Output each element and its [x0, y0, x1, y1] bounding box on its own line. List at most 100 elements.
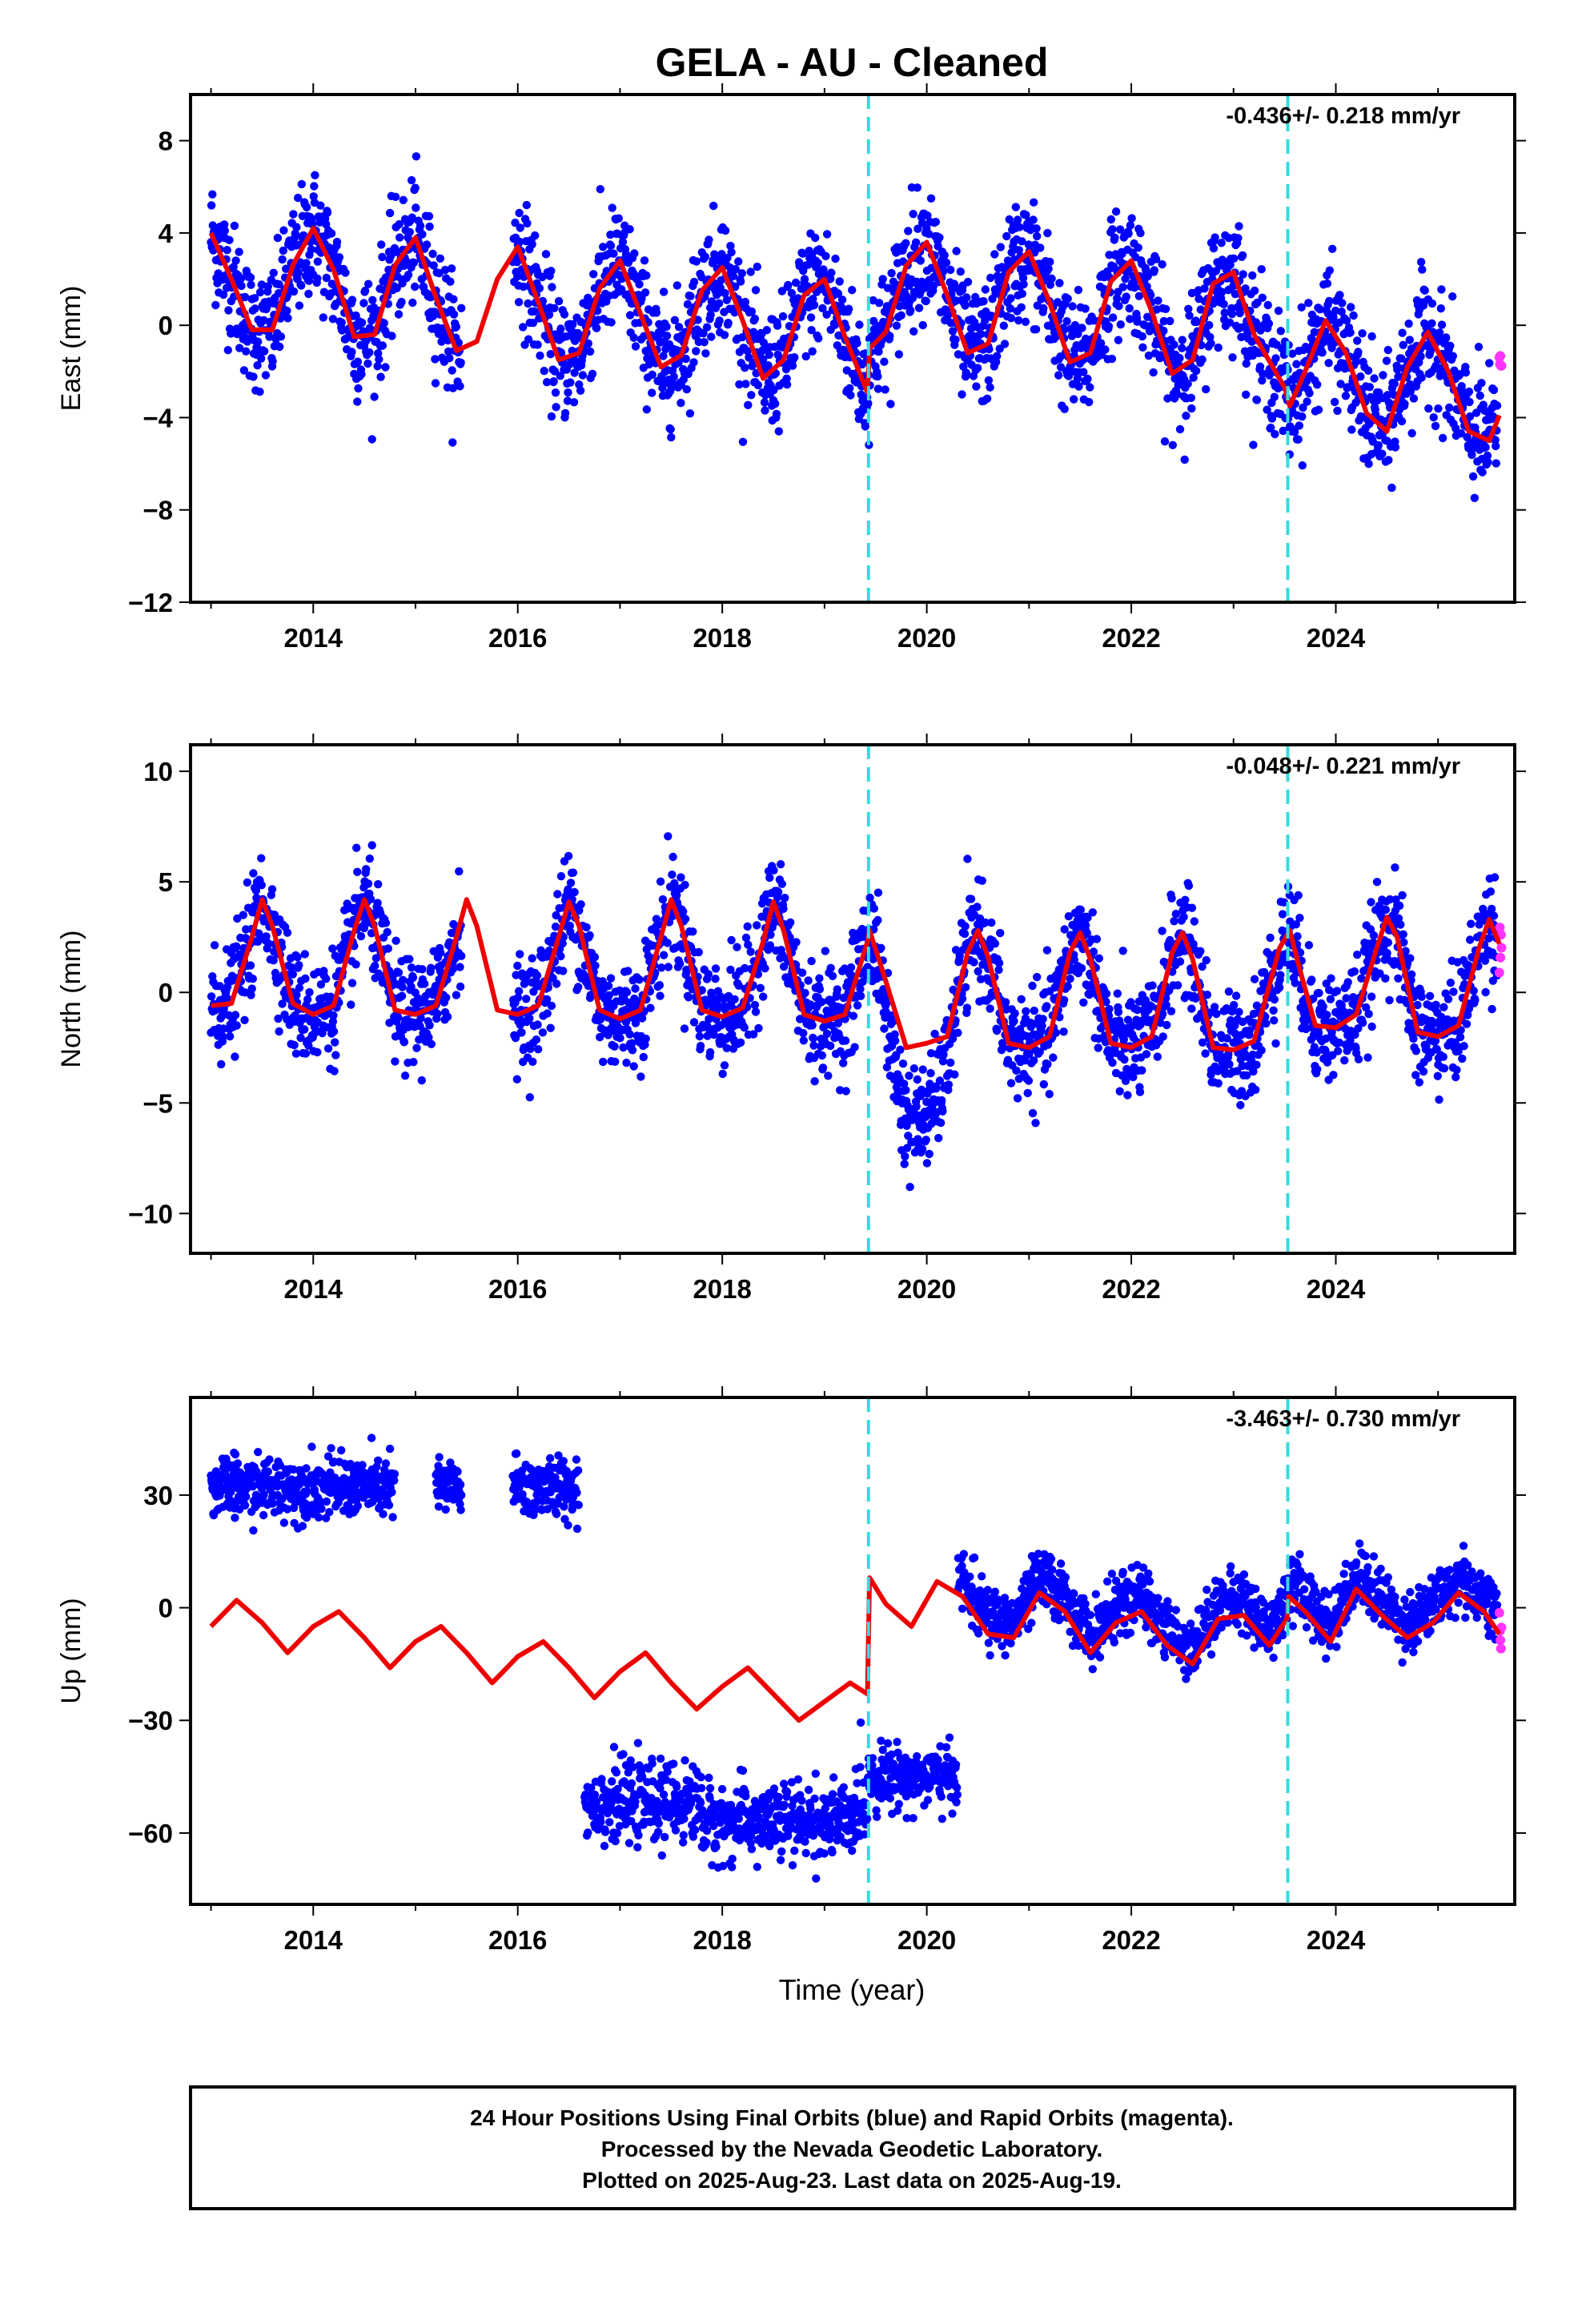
east-final-point: [925, 230, 934, 239]
east-final-point: [373, 362, 382, 371]
north-final-point: [711, 975, 720, 983]
north-final-point: [522, 995, 531, 1003]
east-final-point: [1192, 317, 1201, 327]
north-final-point: [817, 998, 826, 1007]
east-final-point: [1214, 343, 1223, 352]
north-final-point: [292, 991, 301, 999]
north-final-point: [330, 1067, 339, 1076]
north-final-point: [1022, 1007, 1030, 1016]
east-final-point: [1390, 380, 1399, 388]
east-final-point: [809, 300, 819, 309]
east-final-point: [407, 175, 416, 185]
north-final-point: [366, 895, 375, 904]
north-final-point: [322, 975, 331, 983]
east-final-point: [367, 435, 376, 444]
north-final-point: [1010, 1009, 1019, 1018]
east-final-point: [608, 203, 616, 212]
east-final-point: [408, 213, 416, 222]
east-final-point: [1351, 357, 1361, 366]
east-final-point: [1333, 406, 1342, 416]
east-final-point: [528, 319, 538, 328]
north-final-point: [963, 854, 972, 863]
east-final-point: [261, 371, 271, 380]
north-final-point: [552, 911, 560, 920]
east-final-point: [673, 281, 681, 290]
north-final-point: [296, 1033, 305, 1043]
east-final-point: [784, 280, 793, 290]
east-final-point: [1349, 311, 1358, 320]
north-final-point: [556, 951, 565, 961]
north-final-point: [1114, 1007, 1123, 1017]
north-final-point: [249, 869, 258, 878]
east-final-point: [1294, 435, 1303, 444]
east-final-point: [589, 270, 598, 279]
north-final-point: [1118, 947, 1127, 955]
north-final-point: [1017, 995, 1026, 1004]
north-final-point: [824, 1072, 833, 1080]
north-final-point: [371, 961, 379, 971]
east-final-point: [378, 341, 387, 350]
east-final-point: [1384, 456, 1393, 464]
east-final-point: [547, 412, 556, 421]
east-final-point: [1363, 366, 1373, 375]
east-final-point: [1182, 412, 1191, 420]
east-final-point: [1159, 316, 1169, 326]
north-final-point: [290, 1040, 299, 1050]
east-final-point: [251, 304, 259, 313]
north-final-point: [552, 979, 561, 988]
north-final-point: [636, 1072, 645, 1081]
east-final-point: [550, 304, 559, 312]
north-final-point: [1051, 1028, 1061, 1037]
north-final-point: [655, 981, 665, 990]
east-final-point: [1427, 319, 1436, 328]
north-final-point: [246, 961, 255, 970]
east-final-point: [440, 265, 450, 275]
east-final-point: [830, 320, 840, 329]
east-final-point: [1118, 283, 1127, 292]
north-final-point: [514, 987, 524, 995]
east-final-point: [368, 296, 377, 304]
east-final-point: [873, 372, 882, 381]
north-final-point: [960, 929, 970, 939]
east-final-point: [606, 241, 616, 250]
east-final-point: [1226, 260, 1235, 269]
east-final-point: [659, 352, 668, 360]
east-final-point: [819, 270, 829, 279]
east-final-point: [753, 262, 761, 271]
north-final-point: [1210, 1003, 1219, 1011]
north-final-point: [1171, 910, 1181, 919]
north-final-point: [1077, 963, 1086, 973]
north-final-point: [776, 860, 785, 869]
east-final-point: [1335, 291, 1344, 300]
east-final-point: [319, 313, 327, 322]
north-final-point: [383, 944, 392, 953]
east-final-point: [519, 282, 528, 292]
east-rapid-point: [1496, 360, 1507, 371]
north-final-point: [1133, 1005, 1142, 1015]
east-final-point: [618, 238, 628, 247]
east-final-point: [1255, 362, 1265, 371]
north-final-point: [1252, 1001, 1262, 1010]
north-final-point: [381, 919, 391, 927]
north-final-point: [405, 955, 414, 963]
east-final-point: [1130, 283, 1139, 292]
east-final-point: [1225, 318, 1235, 327]
east-final-point: [357, 318, 367, 328]
north-final-point: [746, 947, 755, 956]
north-final-point: [207, 992, 216, 1001]
east-final-point: [235, 247, 243, 256]
east-final-point: [609, 249, 618, 258]
east-final-point: [990, 250, 999, 259]
north-final-point: [551, 923, 560, 931]
east-final-point: [861, 422, 870, 431]
north-final-point: [705, 1047, 715, 1057]
east-final-point: [724, 319, 733, 328]
north-final-point: [1066, 975, 1074, 983]
north-final-point: [269, 956, 278, 965]
east-final-point: [1438, 433, 1447, 443]
east-final-point: [1298, 412, 1307, 421]
north-final-point: [912, 1102, 921, 1112]
east-final-point: [1175, 424, 1185, 434]
north-final-point: [639, 1052, 648, 1062]
east-final-point: [1409, 394, 1419, 403]
